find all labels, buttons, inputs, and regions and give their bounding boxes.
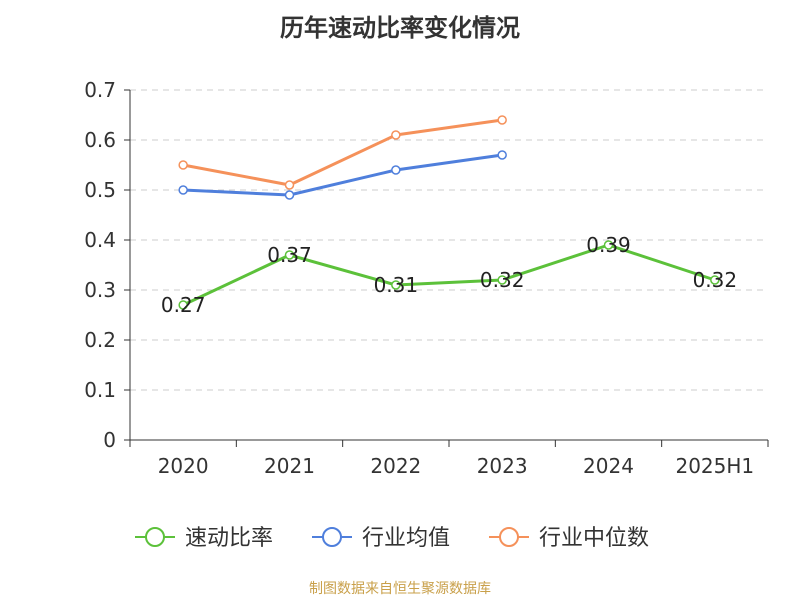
data-point: [497, 275, 507, 285]
series-line: [183, 153, 503, 197]
x-tick-label: 2025H1: [675, 454, 754, 478]
data-point: [710, 275, 720, 285]
data-point: [284, 190, 295, 200]
y-tick-label: 0.3: [84, 278, 116, 302]
y-tick-label: 0.4: [84, 228, 116, 252]
data-label: 0.37: [267, 243, 312, 267]
y-tick-label: 0: [103, 428, 116, 452]
legend-label: 速动比率: [185, 526, 273, 551]
legend-marker: [322, 527, 342, 547]
legend-label: 行业均值: [362, 526, 450, 551]
legend-label: 行业中位数: [539, 526, 649, 551]
data-point: [178, 185, 188, 195]
data-point: [391, 165, 401, 175]
chart-title: 历年速动比率变化情况: [280, 14, 520, 42]
data-point: [391, 280, 401, 290]
legend-marker: [145, 527, 165, 547]
data-point: [178, 300, 188, 310]
x-tick-label: 2023: [477, 454, 528, 478]
source-note: 制图数据来自恒生聚源数据库: [309, 581, 491, 597]
data-point: [603, 240, 614, 250]
x-tick-label: 2024: [583, 454, 634, 478]
data-point: [497, 115, 507, 125]
data-point: [497, 150, 507, 160]
data-label: 0.27: [161, 293, 206, 317]
legend-marker: [499, 527, 519, 547]
y-tick-label: 0.5: [84, 178, 116, 202]
x-tick-label: 2021: [264, 454, 315, 478]
data-point: [284, 180, 295, 190]
y-tick-label: 0.6: [84, 128, 116, 152]
y-tick-label: 0.2: [84, 328, 116, 352]
data-point: [284, 250, 295, 260]
series-line: [182, 243, 716, 307]
data-label: 0.39: [586, 233, 631, 257]
data-label: 0.32: [693, 268, 738, 292]
x-tick-label: 2020: [158, 454, 209, 478]
data-label: 0.32: [480, 268, 525, 292]
y-tick-label: 0.1: [84, 378, 116, 402]
data-point: [391, 130, 401, 140]
series-line: [182, 118, 503, 187]
y-tick-label: 0.7: [84, 78, 116, 102]
data-point: [178, 160, 188, 170]
x-tick-label: 2022: [370, 454, 421, 478]
data-label: 0.31: [374, 273, 419, 297]
